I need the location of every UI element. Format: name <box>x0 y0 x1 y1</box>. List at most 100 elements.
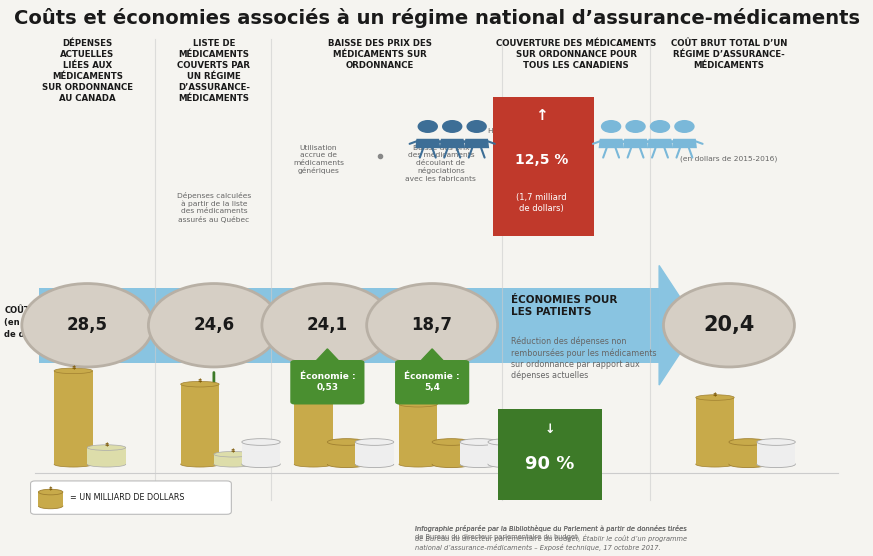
Ellipse shape <box>432 439 471 445</box>
Circle shape <box>466 120 487 133</box>
Ellipse shape <box>399 401 437 407</box>
Text: 28,5: 28,5 <box>67 316 107 334</box>
Ellipse shape <box>399 461 437 467</box>
Ellipse shape <box>696 395 734 400</box>
Ellipse shape <box>214 451 252 457</box>
Ellipse shape <box>87 461 126 467</box>
Text: $: $ <box>104 442 109 446</box>
Text: LISTE DE
MÉDICAMENTS
COUVERTS PAR
UN RÉGIME
D’ASSURANCE-
MÉDICAMENTS: LISTE DE MÉDICAMENTS COUVERTS PAR UN RÉG… <box>177 39 251 103</box>
Ellipse shape <box>432 461 471 468</box>
Ellipse shape <box>488 461 526 468</box>
Polygon shape <box>599 139 623 148</box>
Circle shape <box>442 120 463 133</box>
Ellipse shape <box>696 461 734 467</box>
Text: 18,7: 18,7 <box>412 316 452 334</box>
Text: 90 %: 90 % <box>526 455 574 473</box>
Text: DÉPENSES
ACTUELLES
LIÉES AUX
MÉDICAMENTS
SUR ORDONNANCE
AU CANADA: DÉPENSES ACTUELLES LIÉES AUX MÉDICAMENTS… <box>42 39 133 103</box>
Text: Réduction des dépenses non
remboursées pour les médicaments
sur ordonnance par r: Réduction des dépenses non remboursées p… <box>511 336 656 380</box>
Text: 12,5 %: 12,5 % <box>514 153 568 167</box>
Bar <box>87 448 126 464</box>
Bar <box>460 442 498 464</box>
Circle shape <box>674 120 695 133</box>
Bar <box>432 442 471 464</box>
Bar <box>493 97 594 236</box>
Bar <box>242 442 280 464</box>
Polygon shape <box>623 139 648 148</box>
Bar <box>729 442 767 464</box>
Ellipse shape <box>729 439 767 445</box>
Polygon shape <box>672 139 697 148</box>
Text: BAISSE DES PRIX DES
MÉDICAMENTS SUR
ORDONNANCE: BAISSE DES PRIX DES MÉDICAMENTS SUR ORDO… <box>327 39 432 70</box>
Ellipse shape <box>294 461 333 467</box>
Ellipse shape <box>214 461 252 467</box>
Bar <box>39 288 659 363</box>
Text: ↓: ↓ <box>545 423 555 435</box>
Text: $: $ <box>712 392 718 396</box>
Ellipse shape <box>327 461 366 468</box>
Text: Infographie préparée par la Bibliothèque du Parlement à partir de données tirées: Infographie préparée par la Bibliothèque… <box>415 525 687 550</box>
Bar <box>38 492 63 506</box>
Text: ÉCONOMIES POUR
LES PATIENTS: ÉCONOMIES POUR LES PATIENTS <box>511 295 617 317</box>
Polygon shape <box>314 349 340 363</box>
Polygon shape <box>440 139 464 148</box>
Circle shape <box>650 120 670 133</box>
Ellipse shape <box>460 439 498 445</box>
Circle shape <box>367 284 498 367</box>
Ellipse shape <box>294 381 333 387</box>
Ellipse shape <box>729 461 767 468</box>
Bar <box>399 404 437 464</box>
Text: (en dollars de 2015-2016): (en dollars de 2015-2016) <box>680 156 778 162</box>
Ellipse shape <box>181 381 219 387</box>
Text: $: $ <box>230 449 236 453</box>
Bar <box>355 442 394 464</box>
Bar <box>757 442 795 464</box>
Circle shape <box>262 284 393 367</box>
Bar <box>54 371 93 464</box>
Bar <box>294 384 333 464</box>
Ellipse shape <box>54 368 93 374</box>
Text: Infographie préparée par la Bibliothèque du Parlement à partir de données tirées: Infographie préparée par la Bibliothèque… <box>415 525 686 540</box>
Ellipse shape <box>757 439 795 445</box>
Ellipse shape <box>327 439 366 445</box>
Bar <box>488 442 526 464</box>
Polygon shape <box>419 349 445 363</box>
Text: Utilisation
accrue de
médicaments
génériques: Utilisation accrue de médicaments généri… <box>293 145 344 175</box>
Text: $: $ <box>71 365 76 370</box>
Text: Économie :
0,53: Économie : 0,53 <box>299 372 355 393</box>
Circle shape <box>417 120 438 133</box>
Text: 24,1: 24,1 <box>306 316 348 334</box>
Bar <box>181 384 219 464</box>
Bar <box>498 409 602 500</box>
Polygon shape <box>464 139 489 148</box>
Text: 20,4: 20,4 <box>704 315 754 335</box>
Circle shape <box>663 284 794 367</box>
Ellipse shape <box>460 461 498 468</box>
Ellipse shape <box>54 461 93 467</box>
Ellipse shape <box>355 439 394 445</box>
Text: 24,6: 24,6 <box>193 316 235 334</box>
Text: COUVERTURE DES MÉDICAMENTS
SUR ORDONNANCE POUR
TOUS LES CANADIENS: COUVERTURE DES MÉDICAMENTS SUR ORDONNANC… <box>496 39 656 70</box>
Circle shape <box>22 284 153 367</box>
Text: $: $ <box>311 379 316 383</box>
Ellipse shape <box>38 503 63 509</box>
Circle shape <box>601 120 622 133</box>
Text: $: $ <box>197 379 203 383</box>
Ellipse shape <box>242 439 280 445</box>
Bar <box>696 398 734 464</box>
Text: COÛTS
(en milliards
de dollars): COÛTS (en milliards de dollars) <box>4 306 65 339</box>
Text: ↑: ↑ <box>535 108 547 123</box>
FancyBboxPatch shape <box>291 360 365 405</box>
Bar <box>214 454 252 464</box>
Text: Économie :
5,4: Économie : 5,4 <box>404 372 460 393</box>
Text: COÛT BRUT TOTAL D’UN
RÉGIME D’ASSURANCE-
MÉDICAMENTS: COÛT BRUT TOTAL D’UN RÉGIME D’ASSURANCE-… <box>670 39 787 70</box>
FancyBboxPatch shape <box>395 360 470 405</box>
Polygon shape <box>659 266 698 385</box>
Ellipse shape <box>87 445 126 450</box>
Ellipse shape <box>242 461 280 468</box>
Text: Hausse de la consommation
de médicaments: Hausse de la consommation de médicaments <box>488 128 595 141</box>
Ellipse shape <box>38 489 63 495</box>
Ellipse shape <box>757 461 795 468</box>
FancyBboxPatch shape <box>31 481 231 514</box>
Bar <box>327 442 366 464</box>
Ellipse shape <box>355 461 394 468</box>
